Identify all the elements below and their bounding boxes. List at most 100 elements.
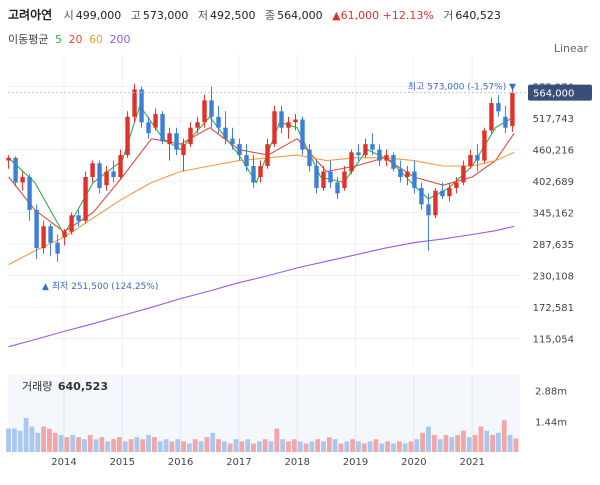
price-tick-label: 402,689	[533, 177, 574, 188]
volume-bar	[356, 441, 361, 452]
volume-bar	[361, 443, 367, 452]
price-tick-label: 517,743	[533, 114, 574, 125]
price-tick-label: 230,108	[533, 272, 574, 283]
candle-body	[412, 171, 417, 188]
candle-body	[13, 157, 18, 183]
volume-bar	[87, 434, 93, 452]
candle-body	[398, 168, 403, 177]
volume-bar	[344, 441, 350, 452]
volume-tick-label: 2.88m	[535, 387, 567, 398]
moving-average-legend: 이동평균 5 20 60 200	[8, 31, 133, 47]
candle-body	[300, 119, 305, 150]
volume-panel-label: 거래량	[22, 380, 53, 393]
volume-bar	[461, 430, 466, 452]
candle-body	[41, 226, 46, 249]
candle-body	[489, 103, 494, 131]
low-price-marker: ▲ 최저 251,500 (124.25%)	[42, 281, 158, 292]
candle-body	[216, 116, 221, 128]
candle-body	[265, 144, 270, 167]
volume-bar	[192, 439, 198, 452]
volume-bar	[501, 420, 507, 452]
candle-body	[132, 89, 137, 117]
candle-body	[363, 144, 368, 156]
candle-body	[419, 187, 424, 205]
candle-body	[69, 215, 74, 232]
ma60-legend[interactable]: 60	[88, 33, 103, 46]
candle-body	[461, 166, 466, 183]
ma-line-ma200	[8, 225, 515, 348]
scale-selector[interactable]: Linear	[553, 42, 588, 55]
volume-bar	[111, 439, 116, 452]
candle-body	[62, 231, 67, 238]
open-value: 499,000	[75, 9, 122, 22]
volume-bar	[466, 437, 472, 452]
volume-value: 640,523	[455, 9, 501, 22]
volume-bar	[245, 439, 251, 452]
volume-bar	[315, 439, 321, 452]
volume-bar	[286, 441, 291, 452]
ma200-legend[interactable]: 200	[109, 33, 131, 46]
candle-body	[160, 114, 165, 142]
volume-bar	[175, 439, 181, 452]
year-tick-label: 2020	[401, 457, 426, 468]
volume-bar	[326, 437, 332, 452]
volume-bar	[420, 432, 426, 452]
price-header: 고려아연 시 499,000 고 573,000 저 492,500 종 564,000…	[8, 6, 507, 23]
volume-bar	[93, 439, 99, 452]
volume-bar	[321, 441, 326, 452]
volume-bar	[210, 432, 216, 452]
year-tick-label: 2018	[285, 457, 310, 468]
volume-bar	[140, 439, 146, 452]
candle-body	[195, 122, 200, 128]
candle-body	[237, 144, 242, 156]
volume-bar	[64, 437, 70, 452]
candle-body	[286, 122, 291, 128]
year-tick-label: 2017	[226, 457, 251, 468]
ma5-legend[interactable]: 5	[54, 33, 62, 46]
close-label: 종	[265, 9, 276, 22]
candle-body	[272, 111, 277, 145]
volume-bar	[29, 426, 35, 452]
high-value: 573,000	[142, 9, 189, 22]
last-price-label: 564,000	[533, 89, 574, 100]
volume-panel-title: 거래량 640,523	[22, 378, 108, 394]
price-tick-label: 115,054	[533, 335, 574, 346]
candle-body	[111, 171, 116, 177]
ma20-legend[interactable]: 20	[68, 33, 83, 46]
candle-body	[223, 127, 228, 139]
candle-body	[125, 116, 130, 156]
candle-body	[447, 187, 452, 197]
candle-body	[503, 116, 508, 128]
volume-bar	[122, 441, 128, 452]
volume-bar	[490, 434, 495, 452]
volume-bar	[367, 441, 373, 452]
volume-bar	[116, 437, 122, 452]
volume-bar	[35, 432, 41, 452]
candle-body	[454, 182, 459, 188]
candle-body	[328, 171, 333, 183]
volume-bar	[198, 441, 204, 452]
volume-bar	[402, 443, 408, 452]
volume-bar	[70, 434, 76, 452]
high-price-marker: 최고 573,000 (-1.57%) ▼	[408, 82, 516, 93]
volume-bar	[385, 441, 391, 452]
volume-bar	[204, 437, 210, 452]
candle-body	[482, 130, 487, 161]
candle-body	[293, 119, 298, 123]
candle-body	[90, 163, 95, 177]
candle-body	[405, 171, 410, 177]
volume-bar	[41, 426, 46, 452]
volume-bar	[309, 441, 315, 452]
volume-bar	[262, 439, 268, 452]
volume-bar	[216, 439, 221, 452]
volume-bar	[513, 438, 519, 452]
candle-body	[349, 152, 354, 172]
moving-average-label: 이동평균	[8, 33, 49, 46]
candle-body	[258, 166, 263, 177]
volume-bar	[233, 439, 239, 452]
volume-bar	[6, 428, 11, 452]
volume-bar	[507, 434, 513, 452]
volume-bar	[449, 437, 455, 452]
volume-bar	[76, 437, 81, 452]
